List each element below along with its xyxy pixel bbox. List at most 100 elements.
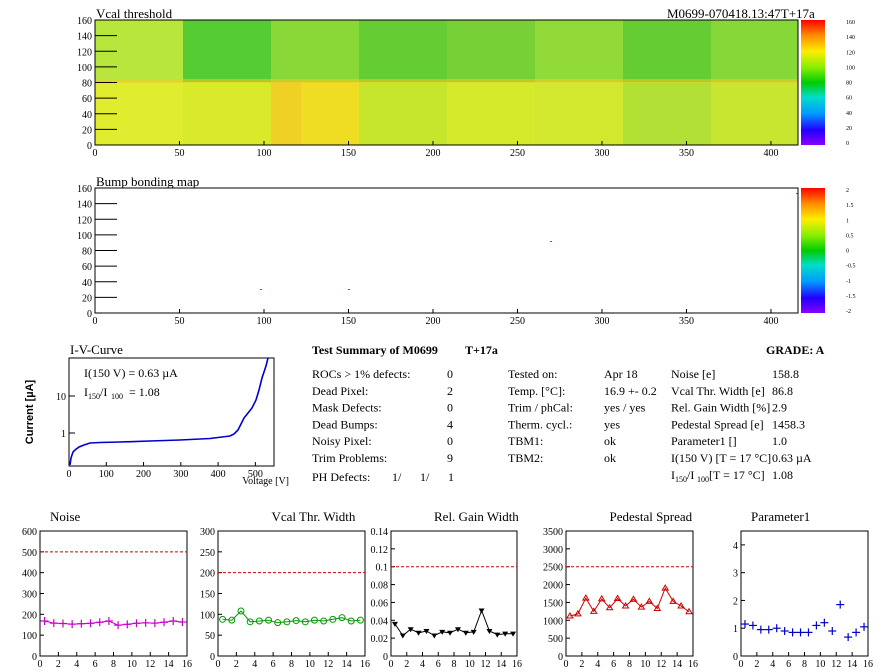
vcal-map-ytick: 60 <box>82 94 92 105</box>
chart-ytick: 0.06 <box>371 598 389 609</box>
chart-point <box>653 604 662 611</box>
chart-xtick: 0 <box>38 659 43 670</box>
iv-title: I-V-Curve <box>70 342 123 357</box>
chart-xtick: 12 <box>831 659 841 670</box>
chart-ytick: 1000 <box>543 616 563 627</box>
chart-point <box>86 619 95 628</box>
svg-text:= 1.08: = 1.08 <box>129 385 160 399</box>
chart-xtick: 10 <box>815 659 825 670</box>
svg-text:I: I <box>671 468 675 482</box>
chart-ytick: 0 <box>32 652 37 663</box>
chart-series-line <box>569 586 690 617</box>
summary-tag: T+17a <box>465 343 498 357</box>
iv-xtick: 300 <box>173 469 188 480</box>
chart-point <box>447 630 454 636</box>
chart-vcal-thr-width: Vcal Thr. Width 0 2 4 6 8 10 12 14 16 0 50 100 150 200… <box>200 509 370 670</box>
summary-right-value: 158.8 <box>772 367 799 381</box>
chart-point <box>274 619 282 627</box>
summary-mid-label: Trim / phCal: <box>508 401 573 415</box>
chart-ytick: 100 <box>22 631 37 642</box>
summary-left-label: ROCs > 1% defects: <box>312 367 410 381</box>
vcal-map-xtick: 350 <box>679 148 694 159</box>
chart-ytick: 3 <box>733 569 738 580</box>
chart-xtick: 2 <box>404 659 409 670</box>
bump-map-ytick: 100 <box>77 231 92 242</box>
chart-point <box>265 616 273 624</box>
chart-point <box>68 620 77 629</box>
iv-curve-panel: I-V-Curve 0 100 200 300 400 500 1 10 Current [µ… <box>24 342 289 487</box>
svg-text:[T = 17 °C]: [T = 17 °C] <box>709 468 765 482</box>
chart-point <box>740 620 749 629</box>
chart-xtick: 16 <box>512 659 522 670</box>
svg-text:150: 150 <box>88 392 100 401</box>
chart-xtick: 6 <box>93 659 98 670</box>
vcal-map-xtick: 400 <box>763 148 778 159</box>
vcal-map-palette-label: 40 <box>846 111 852 117</box>
chart-point <box>685 607 693 615</box>
chart-point <box>310 616 318 624</box>
svg-text:I: I <box>84 385 88 399</box>
chart-point <box>812 621 821 630</box>
ratio-row: I 150 /I 100 [T = 17 °C] 1.08 <box>671 468 793 484</box>
chart-point <box>150 619 159 628</box>
vcal-map-xtick: 50 <box>174 148 184 159</box>
chart-ytick: 0 <box>383 652 388 663</box>
chart-ytick: 250 <box>200 548 215 559</box>
chart-point <box>347 617 355 625</box>
chart-point <box>574 609 582 617</box>
chart-point <box>764 625 773 634</box>
chart-point <box>836 600 845 609</box>
chart-xtick: 2 <box>56 659 61 670</box>
chart-xtick: 8 <box>111 659 116 670</box>
bump-map-ytick: 20 <box>82 293 92 304</box>
chart-ytick: 0.04 <box>371 616 389 627</box>
summary-mid-label: Therm. cycl.: <box>508 417 572 431</box>
bump-map-xtick: 350 <box>679 316 694 327</box>
chart-xtick: 12 <box>323 659 333 670</box>
chart-ytick: 1500 <box>543 598 563 609</box>
chart-ytick: 0.12 <box>371 545 389 556</box>
bump-map-xtick: 300 <box>594 316 609 327</box>
chart-point <box>748 621 757 630</box>
chart-ytick: 0.14 <box>371 527 389 538</box>
chart-xtick: 14 <box>342 659 352 670</box>
summary-right-label: Vcal Thr. Width [e] <box>671 384 765 398</box>
chart-point <box>661 584 670 591</box>
chart-point <box>502 631 509 637</box>
vcal-map-heatmap <box>95 20 798 146</box>
chart-xtick: 0 <box>389 659 394 670</box>
iv-xtick: 500 <box>248 469 263 480</box>
chart-xtick: 10 <box>305 659 315 670</box>
chart-xtick: 6 <box>786 659 791 670</box>
bump-map-ytick: 140 <box>77 200 92 211</box>
chart-point <box>431 633 438 639</box>
chart-point <box>169 617 178 625</box>
chart-point <box>804 628 813 637</box>
chart-ytick: 0.02 <box>371 634 389 645</box>
summary-mid-value: ok <box>604 451 616 465</box>
chart-point <box>669 597 678 604</box>
chart-xtick: 16 <box>863 659 873 670</box>
ph-value-3: 1 <box>448 470 454 484</box>
summary-right-label: Pedestal Spread [e] <box>671 417 764 431</box>
svg-text:/I: /I <box>687 468 694 482</box>
bump-map-ytick: 40 <box>82 278 92 289</box>
chart-point <box>246 618 254 626</box>
bump-map-xtick: 150 <box>341 316 356 327</box>
chart-point <box>283 618 291 626</box>
vcal-map-ytick: 160 <box>77 16 92 27</box>
summary-left-label: Dead Pixel: <box>312 384 368 398</box>
bump-map-palette-label: 0.5 <box>846 233 854 239</box>
iv-xlabel: Voltage [V] <box>242 476 289 487</box>
bump-map-xtick: 50 <box>174 316 184 327</box>
chart-xtick: 6 <box>271 659 276 670</box>
summary-mid-value: ok <box>604 434 616 448</box>
bump-map-palette-label: -2 <box>846 309 851 315</box>
chart-xtick: 12 <box>145 659 155 670</box>
ph-value-1: 1/ <box>392 470 402 484</box>
chart-ytick: 3500 <box>543 527 563 538</box>
chart-ytick: 3000 <box>543 545 563 556</box>
